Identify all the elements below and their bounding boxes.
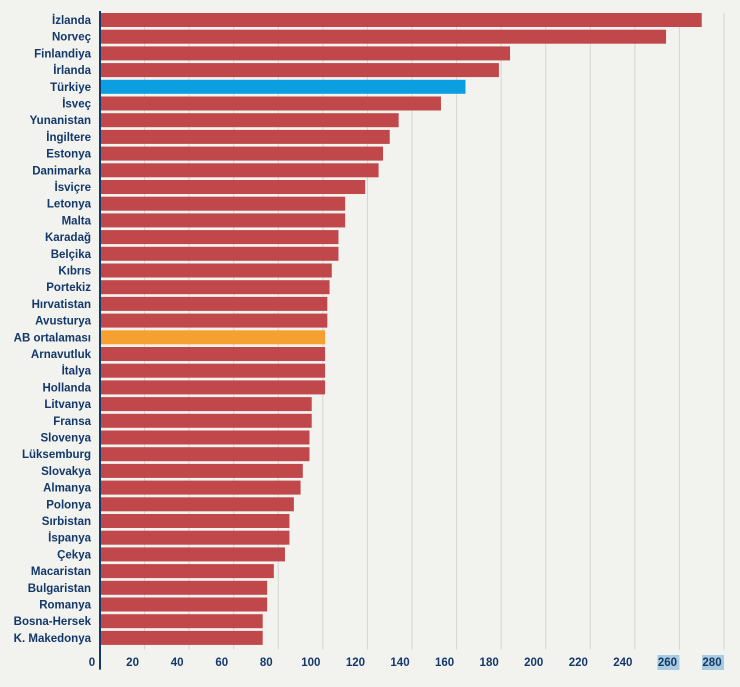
bar (101, 29, 667, 44)
bar (101, 180, 366, 194)
category-label: İrlanda (53, 64, 91, 77)
bar (101, 63, 499, 78)
bar (101, 480, 301, 495)
bar (101, 514, 290, 528)
category-label: Sırbistan (42, 516, 91, 528)
category-label: Hırvatistan (32, 299, 91, 311)
bar (101, 597, 268, 612)
bar (101, 614, 263, 629)
x-tick-label: 100 (301, 657, 320, 669)
x-tick-label: 60 (215, 657, 228, 669)
category-label: Bulgaristan (28, 583, 91, 595)
x-tick-label: 240 (613, 657, 632, 669)
category-label: Polonya (46, 499, 91, 511)
bar (101, 630, 263, 645)
bar (101, 380, 326, 395)
x-tick-label: 20 (126, 657, 139, 669)
x-tick-label: 140 (390, 657, 409, 669)
tick-highlight (657, 655, 680, 670)
category-label: İtalya (62, 365, 92, 378)
bar (101, 347, 326, 361)
bar (101, 96, 441, 111)
x-tick-label: 280 (702, 657, 721, 669)
x-tick-label: 80 (260, 657, 273, 669)
category-label: Arnavutluk (31, 349, 92, 361)
category-label: Romanya (39, 600, 91, 612)
bar (101, 397, 312, 412)
category-label: Slovenya (41, 433, 92, 445)
bar (101, 430, 310, 445)
bar (101, 113, 399, 128)
bar (101, 580, 268, 595)
bar (101, 13, 702, 27)
category-label: Litvanya (44, 399, 91, 411)
category-label: İngiltere (46, 131, 91, 144)
category-label: Almanya (43, 483, 92, 495)
bar (101, 413, 312, 428)
category-label: K. Makedonya (14, 633, 92, 645)
tick-highlight (702, 655, 724, 670)
category-label: Yunanistan (30, 115, 91, 127)
category-label: Çekya (57, 549, 91, 561)
category-label: Kıbrıs (58, 266, 91, 278)
x-tick-label: 220 (569, 657, 588, 669)
bar (101, 530, 290, 545)
category-label: İzlanda (52, 14, 92, 27)
category-labels: İzlanda Norveç Finlandiya İrlanda Türkiye İsv… (14, 14, 92, 645)
bar (101, 313, 328, 328)
category-label: AB ortalaması (14, 332, 91, 344)
category-label: Avusturya (35, 316, 91, 328)
x-tick-label: 180 (480, 657, 499, 669)
bar (101, 363, 326, 378)
bar (101, 447, 310, 462)
category-label: Bosna-Hersek (14, 616, 92, 628)
category-label: Macaristan (31, 566, 91, 578)
bar (101, 280, 330, 295)
category-label: Danimarka (32, 165, 91, 177)
bar (101, 263, 332, 278)
x-tick-label: 260 (658, 657, 677, 669)
category-label: Malta (62, 215, 92, 227)
bar (101, 497, 294, 512)
bar (101, 296, 328, 311)
category-label: Estonya (46, 149, 91, 161)
category-label: Letonya (47, 199, 92, 211)
x-tick-label: 160 (435, 657, 454, 669)
category-label: Lüksemburg (22, 449, 91, 461)
bar (101, 246, 339, 261)
bar (101, 79, 466, 94)
category-label: Karadağ (45, 232, 91, 244)
category-label: Fransa (53, 416, 91, 428)
bar (101, 163, 379, 178)
category-label: Norveç (52, 32, 92, 44)
bar (101, 230, 339, 245)
category-label: Belçika (51, 249, 92, 261)
x-tick-label: 0 (89, 657, 95, 669)
bar (101, 213, 346, 228)
x-tick-label: 200 (524, 657, 543, 669)
bar (101, 196, 346, 211)
category-label: Hollanda (42, 382, 91, 394)
bar (101, 564, 274, 579)
x-tick-label: 120 (346, 657, 365, 669)
bar (101, 46, 511, 61)
x-tick-label: 40 (171, 657, 184, 669)
category-label: Portekiz (46, 282, 91, 294)
category-label: Türkiye (50, 82, 91, 94)
category-label: İsviçre (55, 181, 91, 194)
bar (101, 463, 303, 478)
bar (101, 547, 285, 562)
category-label: Slovakya (41, 466, 91, 478)
x-tick-labels: 0 20 40 60 80 100 120 140 160 180 200 220 240 260 280 (89, 655, 724, 670)
bar (101, 146, 384, 161)
bar (101, 330, 326, 345)
category-label: Finlandiya (34, 48, 91, 60)
category-label: İspanya (48, 532, 91, 545)
category-label: İsveç (62, 98, 91, 111)
bar (101, 129, 390, 144)
bars (101, 13, 702, 645)
